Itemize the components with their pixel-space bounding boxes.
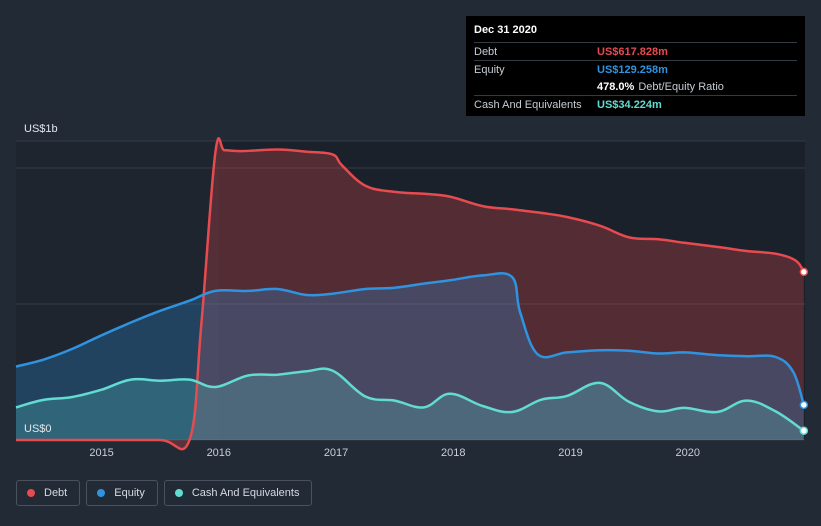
tooltip-cash-label: Cash And Equivalents: [474, 98, 582, 111]
line-cash: [15, 367, 805, 432]
chart-legend: Debt Equity Cash And Equivalents: [16, 480, 313, 506]
plot-shade: [218, 141, 805, 440]
legend-item-debt[interactable]: Debt: [16, 480, 81, 506]
end-marker-equity: [799, 400, 809, 410]
legend-label-equity: Equity: [114, 487, 145, 499]
end-markers: [799, 267, 809, 436]
y-axis-max-label: US$1b: [24, 123, 58, 135]
tooltip-debt-value: US$617.828m: [597, 45, 668, 58]
past-shade: [218, 141, 805, 440]
tooltip-ratio-row: 478.0% Debt/Equity Ratio: [474, 78, 797, 95]
x-tick-2019: 2019: [558, 447, 582, 459]
line-equity: [15, 272, 805, 406]
tooltip-cash-value: US$34.224m: [597, 98, 662, 111]
tooltip-equity-label: Equity: [474, 63, 505, 76]
legend-item-equity[interactable]: Equity: [86, 480, 158, 506]
end-marker-debt: [799, 267, 809, 277]
legend-label-debt: Debt: [44, 487, 68, 499]
tooltip-equity-value: US$129.258m: [597, 63, 668, 76]
line-debt: [16, 137, 805, 451]
legend-label-cash: Cash And Equivalents: [191, 487, 300, 499]
tooltip-debt-row: Debt US$617.828m: [474, 42, 797, 60]
tooltip-ratio-value: 478.0%: [597, 80, 635, 93]
tooltip-debt-label: Debt: [474, 45, 498, 58]
y-axis-min-label: US$0: [24, 423, 52, 435]
x-axis-ticks: 2015 2016 2017 2018 2019 2020: [89, 447, 700, 459]
legend-dot-debt: [27, 489, 35, 497]
tooltip-cash-row: Cash And Equivalents US$34.224m: [474, 95, 797, 113]
x-tick-2017: 2017: [324, 447, 348, 459]
legend-dot-equity: [97, 489, 106, 497]
tooltip-panel: Dec 31 2020 Debt US$617.828m Equity US$1…: [466, 16, 805, 116]
x-tick-2018: 2018: [441, 447, 465, 459]
end-marker-cash: [799, 426, 809, 436]
x-tick-2015: 2015: [89, 447, 113, 459]
x-tick-2020: 2020: [676, 447, 700, 459]
area-debt: [16, 138, 804, 450]
area-equity: [16, 273, 804, 440]
legend-item-cash[interactable]: Cash And Equivalents: [163, 480, 313, 506]
legend-dot-cash: [174, 489, 183, 497]
x-tick-2016: 2016: [207, 447, 231, 459]
tooltip-equity-row: Equity US$129.258m: [474, 60, 797, 78]
tooltip-ratio-label: Debt/Equity Ratio: [638, 80, 724, 93]
series-lines: [15, 137, 805, 451]
tooltip-date: Dec 31 2020: [474, 24, 537, 36]
